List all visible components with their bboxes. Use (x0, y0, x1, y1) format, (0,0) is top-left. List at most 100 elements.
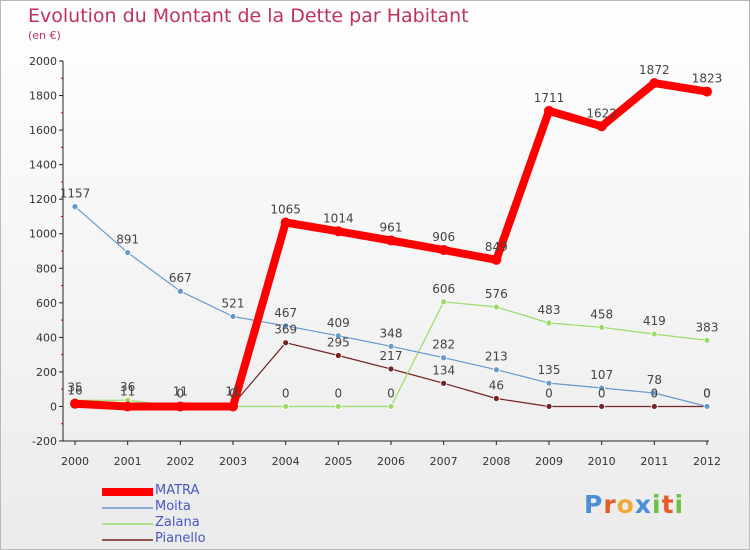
data-label: 134 (432, 363, 455, 377)
data-label: 107 (590, 368, 613, 382)
chart-title: Evolution du Montant de la Dette par Hab… (28, 5, 469, 27)
x-tick-label: 2001 (114, 455, 142, 468)
data-label: 0 (387, 386, 395, 400)
data-label: 1711 (534, 91, 565, 105)
data-label: 1014 (323, 211, 354, 225)
data-label: 0 (229, 386, 237, 400)
data-label: 35 (67, 380, 82, 394)
data-point (703, 336, 711, 344)
y-tick-label: 1000 (29, 228, 57, 241)
y-tick-label: 1600 (29, 124, 57, 137)
logo-letter: i (652, 490, 662, 519)
data-label: 961 (380, 220, 403, 234)
data-point (387, 365, 395, 373)
data-label: 135 (538, 363, 561, 377)
data-label: 0 (703, 386, 711, 400)
data-label: 458 (590, 307, 613, 321)
chart-subtitle: (en €) (28, 29, 61, 42)
data-point (71, 203, 79, 211)
data-point (440, 354, 448, 362)
data-label: 46 (489, 379, 504, 393)
logo-letter: P (584, 490, 604, 519)
y-tick-label: 2000 (29, 55, 57, 68)
data-label: 295 (327, 336, 350, 350)
logo-letter: x (634, 490, 652, 519)
x-tick-label: 2007 (430, 455, 458, 468)
x-tick-label: 2003 (219, 455, 247, 468)
data-point (438, 244, 449, 255)
data-point (387, 403, 395, 410)
data-label: 369 (274, 323, 297, 337)
data-point (650, 403, 658, 410)
data-label: 78 (647, 373, 662, 387)
legend-label-pianello: Pianello (155, 531, 206, 546)
data-label: 36 (120, 380, 135, 394)
logo-letter: i (674, 490, 685, 519)
data-point (387, 342, 395, 350)
data-point (649, 78, 660, 89)
logo-letter: o (616, 490, 635, 519)
data-point (598, 403, 606, 410)
data-point (650, 330, 658, 338)
data-point (492, 366, 500, 374)
y-tick-label: 1800 (29, 90, 57, 103)
y-tick-label: 1400 (29, 159, 57, 172)
logo-letter: t (661, 490, 675, 519)
data-point (598, 384, 606, 392)
data-label: 0 (177, 386, 185, 400)
data-point (280, 217, 291, 228)
y-tick-label: 200 (36, 366, 57, 379)
data-label: 1823 (692, 72, 723, 86)
data-label: 521 (222, 296, 245, 310)
x-tick-label: 2005 (324, 455, 352, 468)
data-label: 0 (545, 386, 553, 400)
data-label: 891 (116, 233, 139, 247)
x-tick-label: 2009 (535, 455, 563, 468)
data-point (334, 332, 342, 340)
data-label: 849 (485, 240, 508, 254)
x-tick-label: 2002 (166, 455, 194, 468)
data-point (228, 401, 238, 412)
data-point (282, 322, 290, 330)
data-label: 1622 (586, 106, 617, 120)
data-point (282, 403, 290, 410)
data-label: 1872 (639, 63, 670, 77)
data-label: 16 (67, 384, 82, 398)
logo-letter: r (603, 490, 617, 519)
data-label: 0 (282, 386, 290, 400)
data-point (440, 298, 448, 306)
x-tick-label: 2010 (588, 455, 616, 468)
data-label: 576 (485, 287, 508, 301)
data-point (545, 403, 553, 410)
data-point (334, 352, 342, 359)
data-label: 483 (538, 303, 561, 317)
data-point (176, 287, 184, 295)
data-point (229, 313, 237, 320)
data-label: 11 (173, 385, 188, 399)
data-point (175, 401, 186, 412)
data-label: 1065 (270, 203, 301, 217)
x-tick-label: 2000 (61, 455, 89, 468)
data-label: 11 (225, 385, 240, 399)
data-label: 383 (696, 320, 719, 334)
data-label: 606 (432, 282, 455, 296)
data-point (124, 249, 132, 256)
legend-label-moita: Moita (155, 499, 191, 514)
x-tick-label: 2008 (482, 455, 510, 468)
series-matra (70, 78, 712, 412)
data-label: 213 (485, 350, 508, 364)
y-tick-label: -200 (32, 435, 57, 448)
data-point (122, 401, 133, 412)
data-point (282, 339, 290, 347)
proxiti-logo: Proxiti (584, 490, 684, 519)
data-label: 409 (327, 316, 350, 330)
data-point (544, 105, 554, 116)
data-label: 906 (432, 230, 455, 244)
data-label: 282 (432, 338, 455, 352)
data-point (545, 319, 553, 327)
data-label: 0 (703, 386, 711, 400)
y-tick-label: 800 (36, 262, 57, 275)
data-label: 467 (274, 306, 297, 320)
data-label: 0 (598, 386, 606, 400)
